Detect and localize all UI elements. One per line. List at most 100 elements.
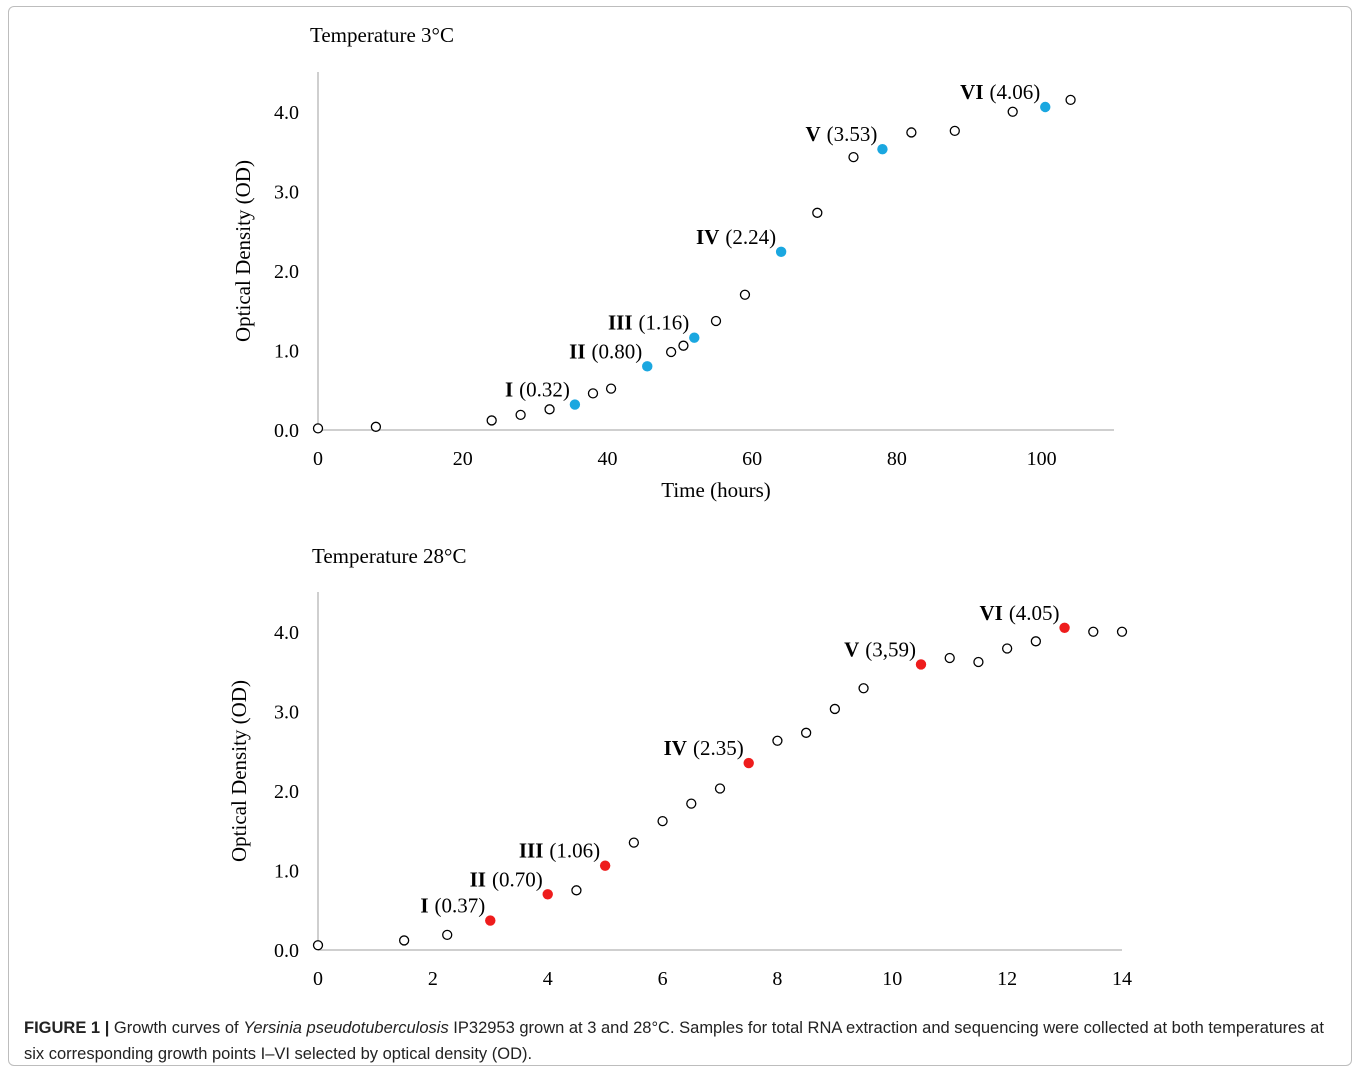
data-point-open: [800, 727, 812, 738]
chart-temperature-3c: Temperature 3°C 0 20 40 60 80 100 0.0 1.0 2.0 3.0 4…: [231, 23, 1114, 502]
sample-point-value: (0.32): [519, 378, 570, 402]
data-point-open: [710, 315, 722, 327]
y-tick-label: 4.0: [274, 102, 299, 124]
data-point-open: [605, 383, 617, 394]
data-point-sample: [599, 860, 611, 871]
sample-point-roman: I: [420, 894, 428, 918]
caption-figure-label: FIGURE 1: [24, 1019, 101, 1037]
data-point-sample: [542, 889, 553, 900]
sample-point-label: I (0.37): [420, 894, 485, 918]
data-point-open: [678, 340, 689, 351]
x-tick-label: 2: [428, 968, 438, 990]
data-point-sample: [1040, 101, 1051, 113]
data-point-sample: [485, 915, 496, 926]
data-point-open: [398, 935, 410, 946]
sample-point-label: I (0.32): [505, 378, 570, 402]
sample-point-roman: I: [505, 378, 513, 402]
x-tick-label: 40: [597, 448, 617, 470]
data-point-open: [829, 703, 841, 715]
y-tick-label: 1.0: [274, 340, 299, 362]
sample-point-value: (3,59): [865, 637, 916, 661]
sample-point-roman: VI: [960, 80, 983, 104]
x-tick-label: 0: [313, 448, 323, 470]
sample-point-value: (2.35): [693, 736, 744, 760]
sample-point-roman: IV: [696, 225, 719, 249]
data-point-sample: [1059, 622, 1070, 633]
data-point-open: [1001, 643, 1013, 654]
sample-point-value: (1.16): [639, 311, 690, 335]
y-tick-label: 0.0: [274, 940, 299, 962]
figure-graphics: Temperature 3°C0 20 40 60 80 1000.01.02.03.04…: [227, 23, 1132, 990]
sample-point-label: II (0.70): [470, 867, 543, 891]
chart-title: Temperature 3°C: [310, 23, 454, 47]
sample-point-roman: III: [608, 311, 633, 335]
data-point-open: [714, 783, 726, 794]
sample-point-value: (1.06): [549, 839, 600, 863]
data-point-open: [312, 940, 324, 951]
sample-point-roman: V: [806, 122, 821, 146]
sample-point-label: VI (4.06): [960, 80, 1040, 104]
data-point-open: [587, 388, 599, 399]
sample-point-roman: II: [569, 339, 585, 363]
data-point-open: [1030, 636, 1042, 647]
data-point-sample: [877, 143, 888, 155]
data-point-sample: [743, 757, 754, 769]
data-point-open: [944, 652, 955, 664]
sample-point-roman: V: [844, 637, 859, 661]
data-point-open: [544, 404, 555, 415]
x-tick-label: 80: [887, 448, 907, 470]
data-point-sample: [642, 361, 653, 372]
sample-point-label: V (3,59): [844, 637, 916, 661]
data-point-open: [973, 656, 984, 668]
data-point-open: [486, 415, 497, 426]
data-point-open: [1065, 94, 1076, 105]
x-axis-title: Time (hours): [661, 478, 770, 502]
caption-text-after: IP32953 grown at 3 and 28°C. Samples for…: [24, 1019, 1324, 1063]
data-point-open: [686, 798, 697, 809]
caption-separator: |: [104, 1019, 110, 1037]
chart-title: Temperature 28°C: [312, 544, 466, 568]
data-point-open: [739, 289, 751, 300]
y-tick-label: 2.0: [274, 261, 299, 283]
sample-point-label: VI (4.05): [979, 601, 1059, 625]
data-point-open: [312, 423, 324, 434]
data-point-sample: [775, 246, 787, 257]
sample-point-value: (3.53): [827, 122, 878, 146]
sample-point-label: V (3.53): [806, 122, 878, 146]
data-point-open: [370, 421, 382, 432]
data-point-open: [858, 683, 869, 694]
sample-point-value: (0.70): [492, 867, 543, 891]
data-point-open: [1007, 106, 1018, 117]
y-axis-title: Optical Density (OD): [231, 160, 255, 342]
data-point-open: [665, 346, 677, 358]
data-point-open: [628, 837, 640, 848]
data-point-open: [571, 885, 582, 896]
data-point-open: [772, 735, 783, 746]
data-point-open: [1088, 626, 1099, 637]
x-tick-label: 14: [1112, 968, 1132, 990]
x-tick-label: 6: [658, 968, 668, 990]
data-point-sample: [569, 399, 581, 410]
data-point-open: [442, 929, 453, 941]
sample-point-label: IV (2.24): [696, 225, 776, 249]
sample-point-roman: IV: [664, 736, 687, 760]
sample-point-label: II (0.80): [569, 339, 642, 363]
x-tick-label: 12: [997, 968, 1017, 990]
x-tick-label: 10: [882, 968, 902, 990]
data-point-open: [848, 151, 859, 163]
x-tick-label: 4: [543, 968, 553, 990]
sample-point-label: IV (2.35): [664, 736, 744, 760]
caption-species: Yersinia pseudotuberculosis: [243, 1019, 449, 1037]
data-point-open: [949, 125, 960, 137]
sample-point-label: III (1.06): [519, 839, 600, 863]
data-point-open: [1116, 626, 1128, 637]
sample-point-roman: II: [470, 867, 486, 891]
x-tick-label: 0: [313, 968, 323, 990]
x-tick-label: 100: [1027, 448, 1057, 470]
data-point-sample: [689, 332, 700, 343]
sample-point-value: (2.24): [725, 225, 776, 249]
x-tick-label: 20: [453, 448, 473, 470]
sample-point-roman: VI: [979, 601, 1002, 625]
data-point-open: [812, 207, 823, 218]
y-axis-title: Optical Density (OD): [227, 680, 251, 862]
